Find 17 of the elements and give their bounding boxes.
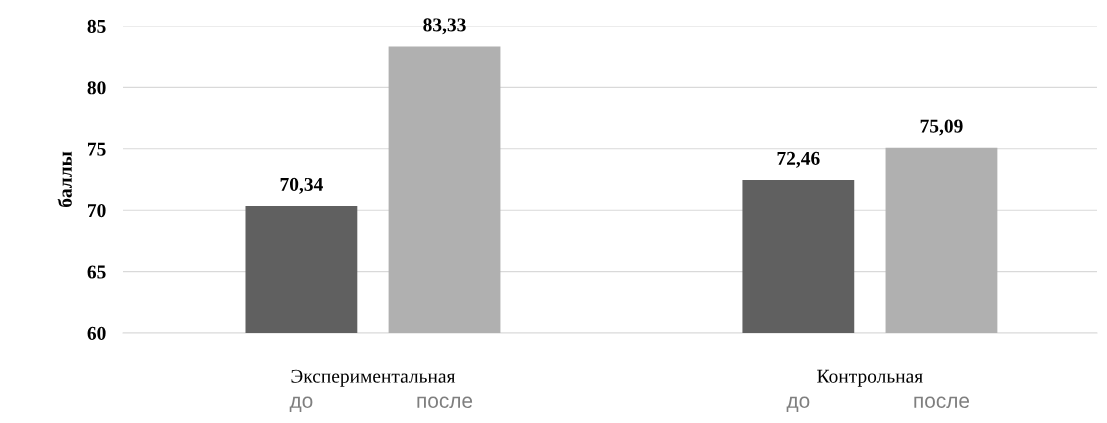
y-tick-label: 80 <box>87 81 106 95</box>
x-tick-label: Экспериментальная <box>291 369 456 387</box>
y-tick-label: 65 <box>87 265 106 279</box>
series-label: до <box>289 396 313 412</box>
data-label: 75,09 <box>920 119 963 136</box>
data-label: 83,33 <box>423 18 466 35</box>
x-tick-label: Контрольная <box>817 369 923 387</box>
y-tick-label: 85 <box>87 19 106 33</box>
y-axis-title: баллы <box>57 151 72 208</box>
text: после <box>417 396 473 409</box>
y-tick-label: 70 <box>88 204 106 218</box>
y-tick-label: 60 <box>87 326 106 340</box>
y-tick-label: 75 <box>88 142 106 156</box>
data-label: 70,34 <box>280 177 323 194</box>
data-label: 72,46 <box>777 151 820 168</box>
series-label: после <box>914 396 970 409</box>
text: до <box>786 396 810 412</box>
